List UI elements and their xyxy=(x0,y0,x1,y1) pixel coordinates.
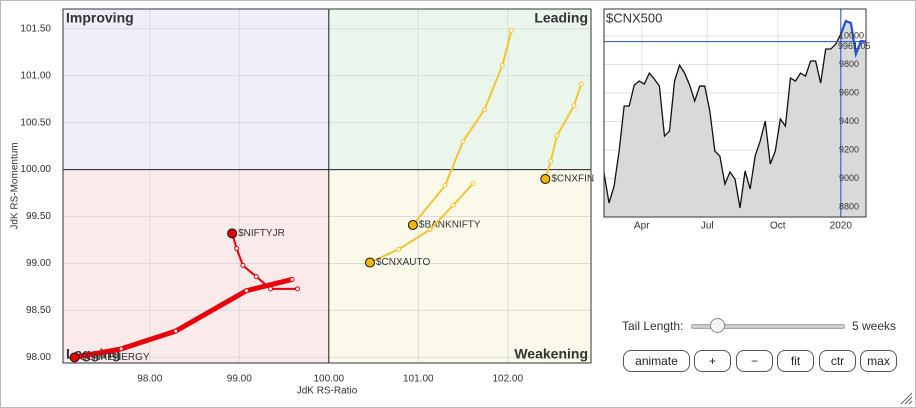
button[interactable]: animate xyxy=(623,350,690,372)
y-tick-label: 9800 xyxy=(839,59,859,69)
y-tick-label: 100.00 xyxy=(20,164,51,175)
tail-label: Tail Length: xyxy=(622,319,684,333)
head-point xyxy=(69,352,80,363)
series-label: $CNXENERGY xyxy=(81,352,150,363)
x-tick-label: 101.00 xyxy=(403,374,434,385)
button[interactable]: − xyxy=(736,350,773,372)
tail-point xyxy=(427,227,433,233)
button[interactable]: fit xyxy=(777,350,814,372)
area xyxy=(604,21,866,217)
quadrant-leading xyxy=(328,9,591,170)
y-tick-label: 99.00 xyxy=(26,258,51,269)
series-label: $CNXAUTO xyxy=(376,257,430,268)
y-axis-title: JdK RS-Momentum xyxy=(10,142,21,229)
tail-point xyxy=(554,133,560,139)
x-tick-label: 2020 xyxy=(830,221,853,232)
tail-point xyxy=(442,183,448,189)
x-tick-label: Jul xyxy=(701,221,714,232)
slider-track[interactable] xyxy=(691,324,845,329)
y-tick-label: 9600 xyxy=(839,87,859,97)
head-point xyxy=(407,219,418,230)
tail-line xyxy=(231,233,298,290)
tail-point xyxy=(234,245,240,251)
quadrant-label: Leading xyxy=(534,10,588,26)
y-tick-label: 9000 xyxy=(839,173,859,183)
head-point xyxy=(540,173,551,184)
tail-point xyxy=(482,106,488,112)
tail-point xyxy=(240,262,246,268)
y-tick-label: 99.50 xyxy=(26,211,51,222)
resize-handle[interactable] xyxy=(899,391,913,405)
mini-title: $CNX500 xyxy=(606,10,662,25)
x-tick-label: 102.00 xyxy=(492,374,523,385)
head-point xyxy=(227,228,238,239)
tail-point xyxy=(289,276,295,282)
x-tick-label: Apr xyxy=(634,221,650,232)
head-point xyxy=(364,257,375,268)
tail-point xyxy=(118,346,124,352)
tail-point xyxy=(571,103,577,109)
x-tick-label: 100.00 xyxy=(313,374,344,385)
tail-line xyxy=(412,30,513,226)
current-value-label: 9961.05 xyxy=(838,41,871,51)
quadrant-label: Weakening xyxy=(514,346,588,362)
tail-point xyxy=(173,328,179,334)
tail-point xyxy=(548,158,554,164)
tail-point xyxy=(450,202,456,208)
series-label: $NIFTYJR xyxy=(238,228,285,239)
y-tick-label: 100.50 xyxy=(20,117,51,128)
mini-border xyxy=(603,8,867,218)
tail-value: 5 weeks xyxy=(852,319,897,333)
quadrant-label: Improving xyxy=(66,10,134,26)
y-tick-label: 98.00 xyxy=(26,352,51,363)
price-line xyxy=(603,33,842,209)
tail-point xyxy=(508,28,514,34)
y-tick-label: 101.00 xyxy=(20,70,51,81)
x-axis-title: JdK RS-Ratio xyxy=(297,386,358,397)
tail-point xyxy=(499,62,505,68)
tail-point xyxy=(578,81,584,87)
y-tick-label: 9200 xyxy=(839,144,859,154)
x-tick-label: 99.00 xyxy=(227,374,252,385)
quadrant-lagging xyxy=(63,169,329,363)
plot-border xyxy=(62,8,592,364)
tail-point xyxy=(243,288,249,294)
tail-point xyxy=(294,286,300,292)
slider-knob[interactable] xyxy=(710,318,725,333)
tail-point xyxy=(396,246,402,252)
tail-point xyxy=(470,181,476,187)
y-tick-label: 98.50 xyxy=(26,305,51,316)
series-label: $BANKNIFTY xyxy=(419,220,481,231)
quadrant-improving xyxy=(63,9,329,170)
x-tick-label: 98.00 xyxy=(137,374,162,385)
x-tick-label: Oct xyxy=(770,221,786,232)
y-tick-label: 9400 xyxy=(839,116,859,126)
y-tick-label: 8800 xyxy=(839,201,859,211)
tail-point xyxy=(253,274,259,280)
series-label: $CNXFIN xyxy=(551,174,594,185)
tail-point xyxy=(460,138,466,144)
y-tick-label: 101.50 xyxy=(20,23,51,34)
y-tick-label: 10000 xyxy=(839,30,864,40)
button[interactable]: ctr xyxy=(819,350,856,372)
button[interactable]: max xyxy=(860,350,897,372)
button[interactable]: + xyxy=(694,350,731,372)
